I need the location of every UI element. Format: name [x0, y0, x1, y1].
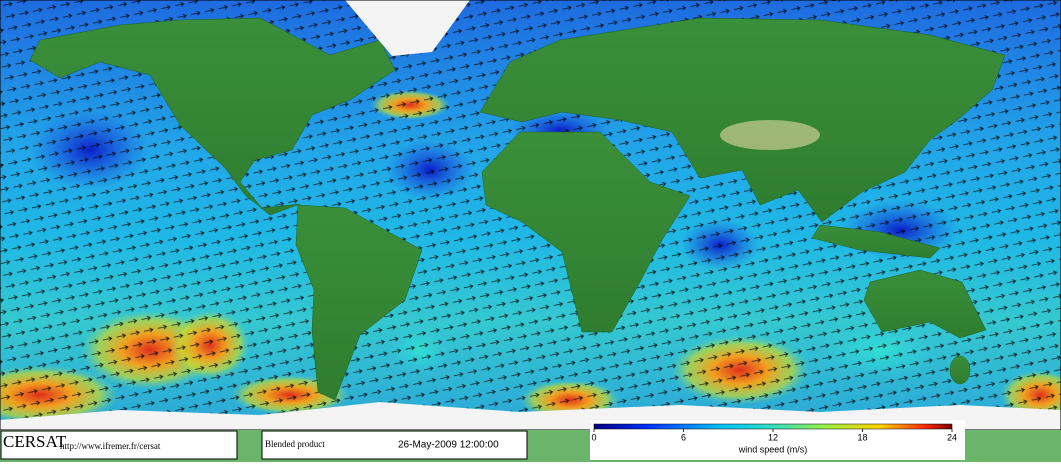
- colorbar-label: wind speed (m/s): [738, 444, 808, 454]
- map: [0, 0, 1061, 431]
- logo-box: [0, 430, 238, 460]
- colorbar-tick-label: 6: [681, 432, 686, 442]
- continents: [29, 17, 1006, 401]
- colorbar-tick-label: 0: [591, 432, 596, 442]
- colorbar-tick-label: 24: [947, 432, 957, 442]
- url: http://www.ifremer.fr/cersat: [60, 441, 161, 451]
- colorbar: [593, 423, 953, 430]
- footer: CERSAT http://www.ifremer.fr/cersat Blen…: [0, 420, 1061, 462]
- logo: CERSAT: [3, 432, 67, 451]
- product: Blended product: [265, 439, 325, 449]
- colorbar-ticks: 0 6 12 18 24: [591, 429, 957, 442]
- date: 26-May-2009 12:00:00: [398, 440, 499, 451]
- greenland-ice: [345, 0, 470, 56]
- plateau: [720, 120, 820, 150]
- product-box: [261, 430, 528, 460]
- colorbar-tick-label: 18: [857, 432, 867, 442]
- colorbar-tick-label: 12: [768, 432, 778, 442]
